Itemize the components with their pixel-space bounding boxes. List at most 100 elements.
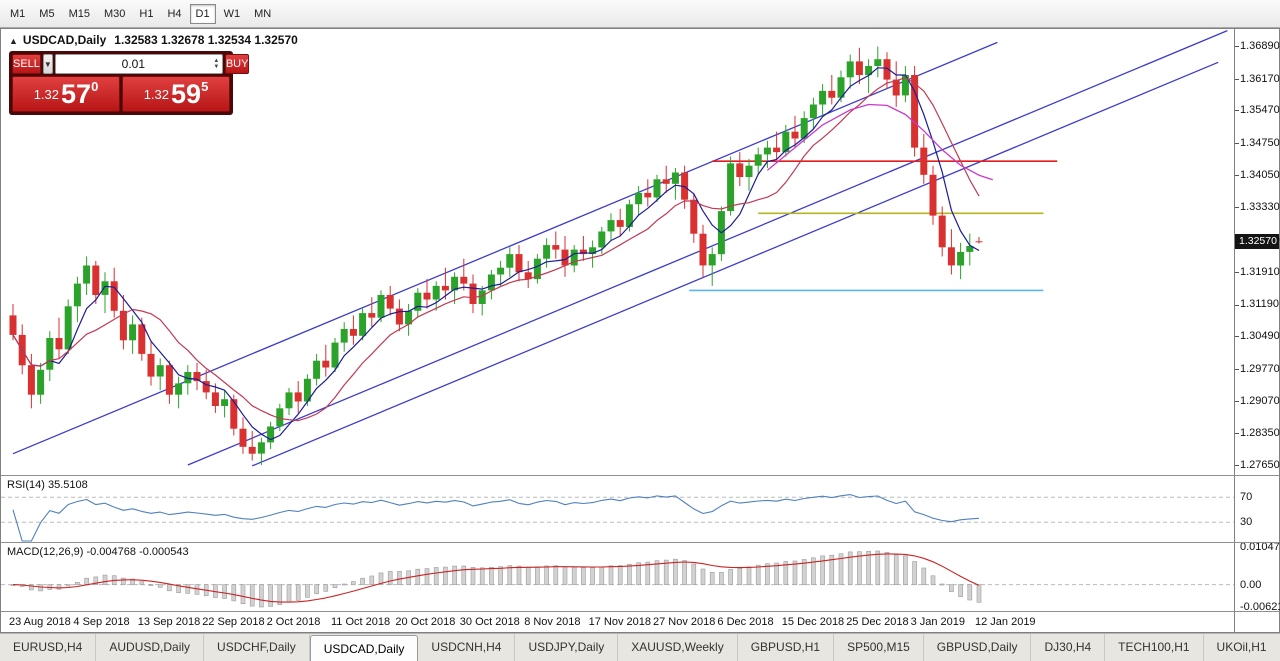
price-axis-label: 1.31190 (1240, 298, 1279, 311)
macd-axis-label: 0.010474 (1240, 541, 1280, 553)
axis-tick-mark (1235, 304, 1239, 306)
current-price-tag: 1.32570 (1235, 234, 1279, 250)
axis-tick-mark (1235, 336, 1239, 338)
macd-axis-label: 0.00 (1240, 578, 1262, 591)
chart-tab-usdchf-daily[interactable]: USDCHF,Daily (204, 634, 310, 661)
price-axis-label: 1.28350 (1240, 427, 1280, 440)
price-axis-label: 1.29770 (1240, 362, 1280, 375)
pane-separator[interactable] (1, 611, 1279, 612)
volume-field: ▲ ▼ (54, 54, 223, 74)
timeframe-button-m5[interactable]: M5 (39, 7, 55, 20)
price-axis-label: 1.34050 (1240, 168, 1280, 181)
sell-price-sup: 0 (91, 78, 99, 94)
sell-price-big: 57 (61, 78, 92, 109)
axis-tick-mark (1235, 78, 1239, 80)
buy-price-button[interactable]: 1.32 59 5 (122, 76, 230, 112)
date-label: 4 Sep 2018 (73, 616, 130, 628)
price-axis: 1.32570 1.36890 1.36170 1.35470 1.34750 1.34… (1234, 29, 1280, 632)
axis-tick-mark (1235, 174, 1239, 176)
chart-tab-usdjpy-daily[interactable]: USDJPY,Daily (515, 634, 619, 661)
date-label: 17 Nov 2018 (588, 616, 651, 628)
macd-pane-canvas[interactable] (1, 543, 1234, 611)
volume-down-icon[interactable]: ▼ (213, 64, 220, 70)
date-label: 8 Nov 2018 (524, 616, 581, 628)
timeframe-button-d1[interactable]: D1 (189, 3, 216, 24)
chart-tab-ukoil-h1[interactable]: UKOil,H1 (1204, 634, 1280, 661)
sell-button[interactable]: SELL (12, 54, 41, 74)
axis-tick-mark (1235, 110, 1239, 112)
timeframe-button-m30[interactable]: M30 (103, 7, 126, 20)
timeframe-button-m1[interactable]: M1 (10, 7, 26, 20)
chart-tab-tech100-h1[interactable]: TECH100,H1 (1105, 634, 1204, 661)
date-label: 22 Sep 2018 (202, 616, 265, 628)
chart-symbol-header: ▲ USDCAD,Daily 1.32583 1.32678 1.32534 1.3… (9, 33, 298, 47)
rsi-pane-canvas[interactable] (1, 476, 1234, 542)
buy-price-base: 1.32 (143, 86, 170, 102)
pane-separator[interactable] (1, 542, 1279, 543)
axis-tick-mark (1235, 46, 1239, 47)
price-axis-label: 1.31910 (1240, 265, 1280, 278)
date-label: 2 Oct 2018 (266, 616, 321, 628)
chart-tab-gbpusd-h1[interactable]: GBPUSD,H1 (738, 634, 835, 661)
price-axis-label: 1.29070 (1240, 394, 1280, 407)
chart-tab-gbpusd-daily[interactable]: GBPUSD,Daily (924, 634, 1032, 661)
chart-tab-audusd-daily[interactable]: AUDUSD,Daily (96, 634, 205, 661)
buy-price-big: 59 (171, 78, 202, 109)
timeframe-button-mn[interactable]: MN (254, 7, 272, 20)
rsi-indicator-label: RSI(14) 35.5108 (7, 479, 88, 491)
buy-button[interactable]: BUY (224, 54, 250, 74)
volume-dropdown-button[interactable]: ▼ (42, 54, 53, 74)
chart-tab-eurusd-h4[interactable]: EURUSD,H4 (0, 634, 97, 661)
date-label: 25 Dec 2018 (846, 616, 909, 628)
price-axis-label: 1.27650 (1240, 459, 1280, 471)
sell-price-button[interactable]: 1.32 57 0 (12, 76, 120, 112)
main-chart-canvas[interactable] (1, 29, 1234, 475)
timeframe-button-m15[interactable]: M15 (68, 7, 90, 20)
ohlc-quote: 1.32583 1.32678 1.32534 1.32570 (114, 33, 298, 47)
macd-signal-line (12, 553, 980, 603)
chart-tab-dj30-h4[interactable]: DJ30,H4 (1031, 634, 1106, 661)
timeframe-button-h1[interactable]: H1 (139, 7, 154, 20)
chart-tab-usdcnh-h4[interactable]: USDCNH,H4 (418, 634, 516, 661)
macd-indicator-label: MACD(12,26,9) -0.004768 -0.000543 (7, 546, 189, 558)
chart-tabs-bar: EURUSD,H4 AUDUSD,Daily USDCHF,Daily USDCAD,… (0, 633, 1280, 661)
axis-tick-mark (1235, 433, 1239, 435)
time-axis: 23 Aug 2018 4 Sep 2018 13 Sep 2018 22 Sep 2… (1, 612, 1234, 632)
symbol-name: USDCAD,Daily (22, 33, 107, 47)
timeframe-button-w1[interactable]: W1 (223, 7, 241, 20)
candles-group (9, 46, 983, 465)
curve-object[interactable] (766, 103, 994, 181)
axis-tick-mark (1235, 400, 1239, 402)
price-axis-label: 1.34750 (1240, 137, 1280, 150)
price-axis-label: 1.35470 (1240, 104, 1280, 117)
date-label: 23 Aug 2018 (9, 616, 71, 628)
date-label: 12 Jan 2019 (975, 616, 1036, 628)
rsi-line (12, 494, 980, 542)
date-label: 30 Oct 2018 (459, 616, 520, 628)
chart-window[interactable]: ▲ USDCAD,Daily 1.32583 1.32678 1.32534 1.3… (0, 28, 1280, 633)
date-label: 20 Oct 2018 (395, 616, 456, 628)
horizontal-lines-group[interactable] (689, 160, 1058, 292)
timeframe-button-h4[interactable]: H4 (167, 7, 182, 20)
volume-up-icon[interactable]: ▲ (213, 58, 220, 64)
date-label: 27 Nov 2018 (653, 616, 716, 628)
collapse-arrow-icon[interactable]: ▲ (9, 36, 18, 46)
rsi-axis-label: 30 (1240, 516, 1253, 529)
chart-tab-xauusd-weekly[interactable]: XAUUSD,Weekly (618, 634, 738, 661)
chart-tab-usdcad-daily[interactable]: USDCAD,Daily (309, 635, 419, 661)
timeframe-toolbar: M1 M5 M15 M30 H1 H4 D1 W1 MN (0, 0, 1280, 28)
date-label: 11 Oct 2018 (331, 616, 391, 628)
date-label: 3 Jan 2019 (910, 616, 966, 628)
axis-tick-mark (1235, 368, 1239, 370)
one-click-trading-panel: SELL ▼ ▲ ▼ BUY 1.32 57 0 1.3 (9, 51, 250, 115)
rsi-levels (1, 496, 1234, 523)
price-axis-label: 1.36890 (1240, 40, 1280, 52)
price-axis-label: 1.30490 (1240, 330, 1280, 343)
chart-tab-sp500-m15[interactable]: SP500,M15 (834, 634, 924, 661)
macd-axis-label: -0.006218 (1240, 601, 1280, 613)
date-label: 13 Sep 2018 (137, 616, 201, 628)
ma-slow-line (12, 77, 980, 422)
volume-input[interactable] (55, 55, 211, 73)
pane-separator[interactable] (1, 475, 1279, 476)
